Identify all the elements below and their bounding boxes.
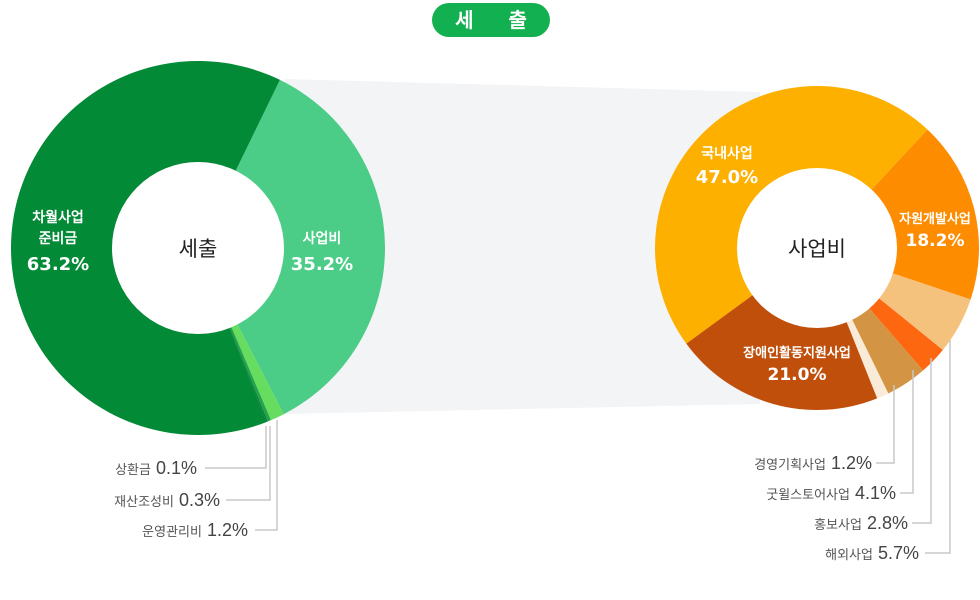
callout-management: 경영기획사업 1.2% xyxy=(754,453,872,473)
label-disability-name: 장애인활동지원사업 xyxy=(743,345,851,361)
label-carryover-name1: 차월사업 xyxy=(32,209,84,226)
callout-overseas: 해외사업 5.7% xyxy=(825,543,919,563)
callout-repayment: 상환금 0.1% xyxy=(115,458,197,478)
label-domestic-name: 국내사업 xyxy=(701,146,753,162)
label-domestic-value: 47.0% xyxy=(696,167,758,188)
right-leader-lines xyxy=(876,340,951,554)
label-project-cost-value: 35.2% xyxy=(291,254,353,275)
left-donut-hole xyxy=(112,162,284,334)
callout-property: 재산조성비 0.3% xyxy=(114,490,220,510)
callout-operations: 운영관리비 1.2% xyxy=(142,520,248,540)
right-donut-hole xyxy=(737,168,897,328)
left-center-label: 세출 xyxy=(179,237,218,261)
callout-pr: 홍보사업 2.8% xyxy=(814,513,908,533)
donut-slice xyxy=(198,79,385,415)
label-carryover-name2: 준비금 xyxy=(39,231,78,247)
label-resource-value: 18.2% xyxy=(906,231,965,251)
connector-band xyxy=(285,79,760,414)
label-carryover-value: 63.2% xyxy=(27,254,89,275)
callout-goodwill: 굿윌스토어사업 4.1% xyxy=(766,483,896,503)
label-project-cost-name: 사업비 xyxy=(303,231,342,247)
title-badge: 세 출 xyxy=(432,3,550,37)
right-center-label: 사업비 xyxy=(788,237,846,261)
label-resource-name: 자원개발사업 xyxy=(899,211,971,227)
left-leader-lines xyxy=(205,420,278,531)
label-disability-value: 21.0% xyxy=(768,365,827,385)
